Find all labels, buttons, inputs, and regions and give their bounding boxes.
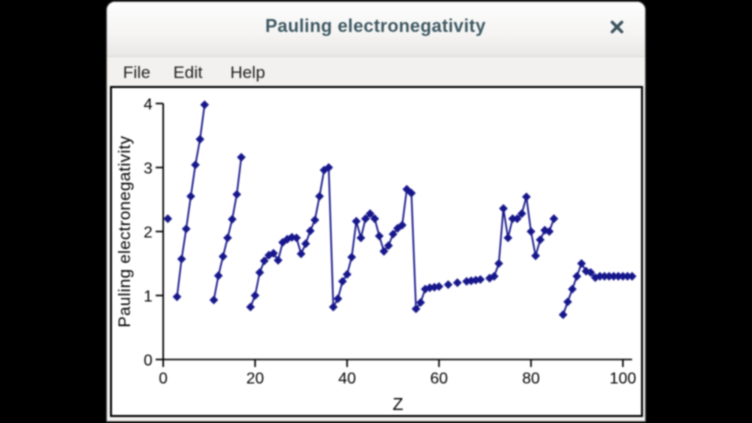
svg-text:100: 100: [610, 371, 637, 388]
svg-text:2: 2: [144, 224, 153, 241]
svg-text:Z: Z: [393, 394, 404, 414]
svg-text:80: 80: [522, 371, 540, 388]
svg-text:Pauling electronegativity: Pauling electronegativity: [115, 135, 134, 327]
svg-text:3: 3: [144, 160, 153, 177]
svg-text:0: 0: [144, 352, 153, 369]
svg-text:4: 4: [144, 96, 153, 113]
svg-text:60: 60: [430, 371, 448, 388]
svg-text:1: 1: [144, 288, 153, 305]
svg-text:40: 40: [338, 371, 356, 388]
svg-text:20: 20: [246, 371, 264, 388]
svg-text:0: 0: [159, 371, 168, 388]
